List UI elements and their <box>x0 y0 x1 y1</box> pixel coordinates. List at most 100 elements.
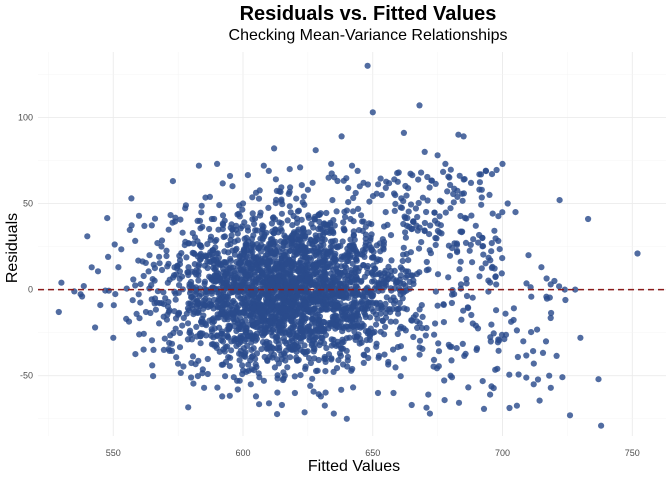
data-point <box>438 230 445 237</box>
data-point <box>341 312 349 319</box>
data-point <box>312 147 319 154</box>
data-point <box>418 169 425 176</box>
data-point <box>400 244 407 251</box>
data-point <box>534 376 542 383</box>
data-point <box>375 352 383 359</box>
data-point <box>323 284 330 291</box>
data-point <box>495 237 502 244</box>
data-point <box>202 194 209 201</box>
data-point <box>135 291 142 298</box>
data-point <box>137 299 144 306</box>
data-point <box>145 268 152 275</box>
data-point <box>220 289 227 296</box>
data-point <box>370 262 377 269</box>
data-point <box>290 278 297 285</box>
data-point <box>478 265 485 272</box>
data-point <box>298 272 305 279</box>
data-point <box>236 357 243 364</box>
data-point <box>236 377 243 384</box>
data-point <box>353 256 360 263</box>
data-point <box>456 172 463 179</box>
data-point <box>266 353 273 360</box>
data-point <box>130 276 137 283</box>
data-point <box>201 384 208 391</box>
data-point <box>322 221 329 228</box>
data-point <box>433 365 441 372</box>
data-point <box>286 166 293 173</box>
data-point <box>259 226 266 233</box>
data-point <box>329 289 336 297</box>
x-tick-label: 700 <box>495 448 510 458</box>
data-point <box>515 371 522 378</box>
data-point <box>222 308 229 315</box>
data-point <box>291 230 298 237</box>
data-point <box>542 338 550 345</box>
data-point <box>415 245 423 252</box>
data-point <box>279 376 287 384</box>
data-point <box>400 251 407 258</box>
data-point <box>347 236 354 243</box>
data-point <box>321 355 328 362</box>
data-point <box>253 315 260 322</box>
data-point <box>547 281 554 288</box>
data-point <box>280 350 287 357</box>
data-point <box>340 219 347 226</box>
data-point <box>419 194 426 201</box>
data-point <box>392 364 399 371</box>
data-point <box>196 261 203 268</box>
data-point <box>598 422 605 429</box>
data-point <box>202 252 209 259</box>
data-point <box>234 237 241 244</box>
data-point <box>227 236 234 243</box>
data-point <box>450 190 457 198</box>
data-point <box>317 242 324 249</box>
data-point <box>441 377 448 384</box>
data-point <box>476 186 483 193</box>
data-point <box>321 254 328 261</box>
data-point <box>237 333 244 340</box>
data-point <box>169 219 176 226</box>
data-point <box>334 338 341 345</box>
data-point <box>493 166 500 174</box>
data-point <box>306 240 313 247</box>
data-point <box>476 179 483 186</box>
data-point <box>177 216 184 223</box>
data-point <box>163 316 170 323</box>
data-point <box>248 354 255 361</box>
data-point <box>151 295 159 302</box>
data-point <box>293 219 301 226</box>
data-point <box>338 133 345 140</box>
data-point <box>421 148 428 155</box>
data-point <box>495 347 502 354</box>
data-point <box>368 254 375 261</box>
data-point <box>219 338 227 345</box>
data-point <box>547 314 554 322</box>
data-point <box>283 261 290 268</box>
data-point <box>416 351 423 358</box>
data-point <box>397 280 404 287</box>
data-point <box>195 309 202 316</box>
data-point <box>58 279 65 286</box>
data-point <box>344 363 351 370</box>
data-point <box>510 316 517 324</box>
data-point <box>305 214 312 221</box>
data-point <box>465 304 472 312</box>
data-point <box>402 182 409 190</box>
data-point <box>287 184 294 191</box>
data-point <box>105 253 112 260</box>
data-point <box>251 332 258 339</box>
data-point <box>156 320 163 327</box>
data-point <box>185 264 192 271</box>
data-point <box>426 231 433 238</box>
data-point <box>224 313 231 321</box>
data-point <box>242 327 249 335</box>
data-point <box>331 174 338 181</box>
data-point <box>463 292 471 300</box>
data-point <box>207 233 215 240</box>
data-point <box>438 198 445 205</box>
data-point <box>350 232 357 239</box>
data-point <box>253 286 260 294</box>
data-point <box>352 336 359 343</box>
data-point <box>453 345 460 352</box>
data-point <box>265 400 273 407</box>
